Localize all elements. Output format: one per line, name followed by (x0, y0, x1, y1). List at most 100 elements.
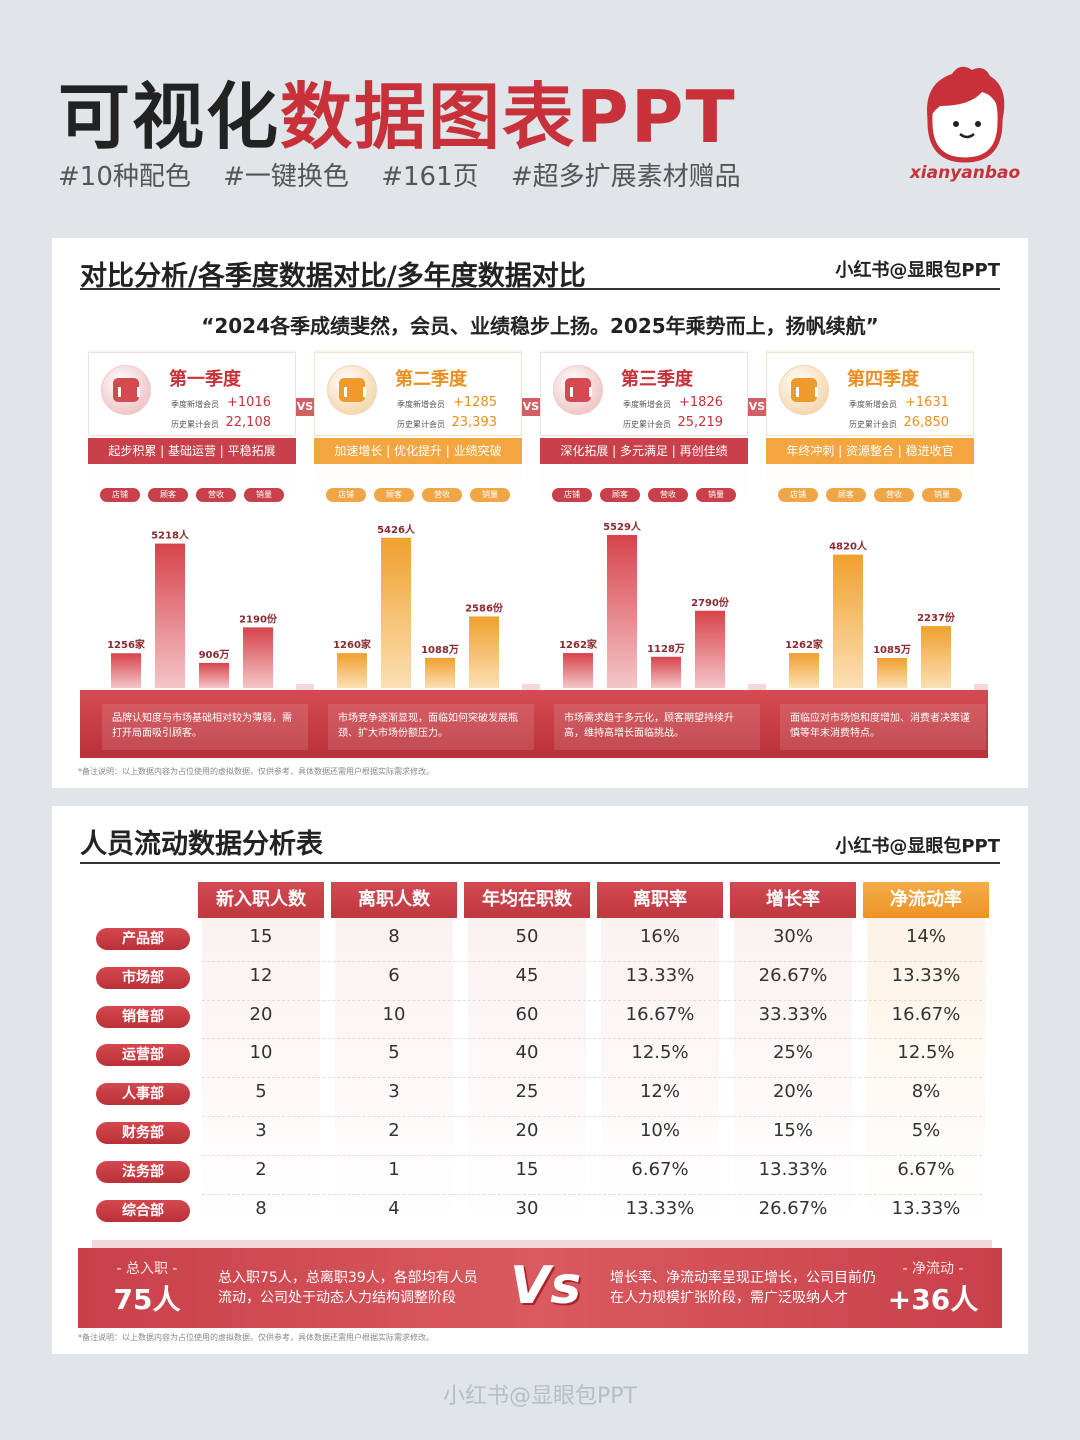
report-icon (327, 365, 377, 415)
new-members: +1016 (227, 395, 271, 410)
row-divider (202, 999, 982, 1001)
footnote: *备注说明：以上数据内容为占位使用的虚拟数据，仅供参考，具体数据还需用户根据实际… (78, 767, 434, 776)
bar (607, 534, 637, 688)
category-pill: 顾客 (600, 488, 640, 502)
hero-tags: #10种配色 #一键换色 #161页 #超多扩展素材赠品 (58, 156, 765, 193)
category-pill: 顾客 (826, 488, 866, 502)
table-cell: 50 (515, 926, 539, 947)
bar-label: 5218人 (151, 529, 190, 542)
report-icon (779, 365, 829, 415)
category-pill: 营收 (648, 488, 688, 502)
bar (789, 653, 819, 688)
bar-label: 1256家 (107, 638, 146, 651)
table-cell: 13.33% (891, 964, 961, 986)
total-members: 26,850 (903, 415, 950, 430)
table-cell: 40 (515, 1042, 539, 1064)
quarter-header: 第四季度 季度新增会员 +1631 历史累计会员 26,850 (766, 352, 974, 436)
table-cell: 25% (772, 1042, 813, 1064)
table-cell: 13.33% (891, 1197, 961, 1219)
divider (80, 288, 1000, 290)
bar (111, 653, 141, 688)
quarter-note: 品牌认知度与市场基础相对较为薄弱，需打开局面吸引顾客。 (102, 704, 308, 750)
card-credit: 小红书@显眼包PPT (835, 260, 1000, 281)
row-divider (202, 1154, 982, 1156)
table-cell: 16.67% (625, 1003, 695, 1025)
bar-label: 1088万 (421, 644, 459, 656)
category-pill: 销量 (244, 488, 284, 502)
bar-label: 1128万 (647, 643, 685, 655)
tag: #161页 (381, 162, 479, 192)
dept-label: 法务部 (96, 1160, 190, 1183)
table-cell: 13.33% (625, 1197, 695, 1219)
column-bg (867, 918, 985, 1222)
table-cell: 4 (388, 1197, 400, 1219)
bar (921, 626, 951, 688)
table-cell: 20 (515, 1120, 539, 1141)
table-cell: 15% (772, 1120, 813, 1141)
page-title: 可视化数据图表PPT (58, 58, 737, 163)
table-cell: 13.33% (625, 964, 695, 986)
card-title: 人员流动数据分析表 (80, 829, 323, 860)
category-pill: 店铺 (778, 488, 818, 502)
table-cell: 6.67% (631, 1158, 689, 1180)
title-red: 数据图表PPT (280, 75, 737, 159)
row-divider (202, 1077, 982, 1079)
logo-text: xianyanbao (909, 163, 1021, 183)
dept-label: 综合部 (96, 1199, 190, 1222)
report-icon (101, 365, 151, 415)
divider (80, 862, 1000, 864)
new-members: +1285 (453, 395, 497, 410)
bar (833, 554, 863, 688)
net-flow-value: +36人 (887, 1283, 979, 1316)
column-header: 离职人数 (331, 882, 457, 918)
category-pill: 顾客 (374, 488, 414, 502)
bar-label: 5529人 (603, 520, 642, 533)
category-pill: 营收 (422, 488, 462, 502)
bar (695, 610, 725, 688)
category-pill: 销量 (696, 488, 736, 502)
table-cell: 10 (249, 1042, 273, 1064)
row-divider (202, 1038, 982, 1040)
table-cell: 5 (388, 1042, 400, 1064)
summary-left-text: 总入职75人，总离职39人，各部均有人员流动，公司处于动态人力结构调整阶段 (218, 1270, 478, 1306)
bar (563, 653, 593, 688)
quarter-comparison-card: 对比分析/各季度数据对比/多年度数据对比 小红书@显眼包PPT “2024各季成… (52, 238, 1028, 788)
column-bg (468, 918, 586, 1222)
dept-label: 销售部 (96, 1005, 190, 1028)
category-pill: 店铺 (326, 488, 366, 502)
table-cell: 6.67% (897, 1158, 955, 1180)
quarter-panel: 第二季度 季度新增会员 +1285 历史累计会员 23,393 加速增长 | 优化提升 |… (314, 350, 522, 690)
bar-label: 2790份 (691, 596, 730, 609)
table-cell: 3 (388, 1081, 400, 1103)
report-icon (553, 365, 603, 415)
category-pills: 店铺 顾客 营收 销量 (314, 488, 522, 502)
table-cell: 10% (639, 1120, 680, 1141)
quarter-band: 加速增长 | 优化提升 | 业绩突破 (314, 438, 522, 464)
bar (381, 537, 411, 688)
quarter-note: 市场竞争逐渐显现，面临如何突破发展瓶颈、扩大市场份额压力。 (328, 704, 534, 750)
quarter-name: 第三季度 (621, 369, 693, 390)
column-bg (335, 918, 453, 1222)
bar-label: 4820人 (829, 540, 868, 553)
net-flow-label: - 净流动 - (902, 1261, 964, 1277)
vs-tag: VS (748, 398, 766, 416)
vs-tag: VS (522, 398, 540, 416)
quarter-note: 市场需求趋于多元化，顾客期望持续升高，维持高增长面临挑战。 (554, 704, 760, 750)
quarter-header: 第一季度 季度新增会员 +1016 历史累计会员 22,108 (88, 352, 296, 436)
column-bg (734, 918, 852, 1222)
total-members: 23,393 (451, 415, 498, 430)
bar-label: 2237份 (917, 611, 956, 624)
tag: #超多扩展素材赠品 (510, 162, 741, 192)
footnote: *备注说明：以上数据内容为占位使用的虚拟数据，仅供参考，具体数据还需用户根据实际… (78, 1333, 434, 1342)
vs-mark: Vs (510, 1256, 582, 1316)
table-cell: 5% (911, 1120, 941, 1141)
tag: #一键换色 (223, 162, 349, 192)
new-members: +1631 (905, 395, 949, 410)
category-pills: 店铺 顾客 营收 销量 (88, 488, 296, 502)
total-members: 22,108 (225, 415, 272, 430)
quarter-panel: 第一季度 季度新增会员 +1016 历史累计会员 22,108 起步积累 | 基础运营 |… (88, 350, 296, 690)
dept-label: 产品部 (96, 928, 190, 950)
xianyanbao-logo: xianyanbao (909, 66, 1021, 183)
category-pills: 店铺 顾客 营收 销量 (766, 488, 974, 502)
category-pill: 销量 (470, 488, 510, 502)
